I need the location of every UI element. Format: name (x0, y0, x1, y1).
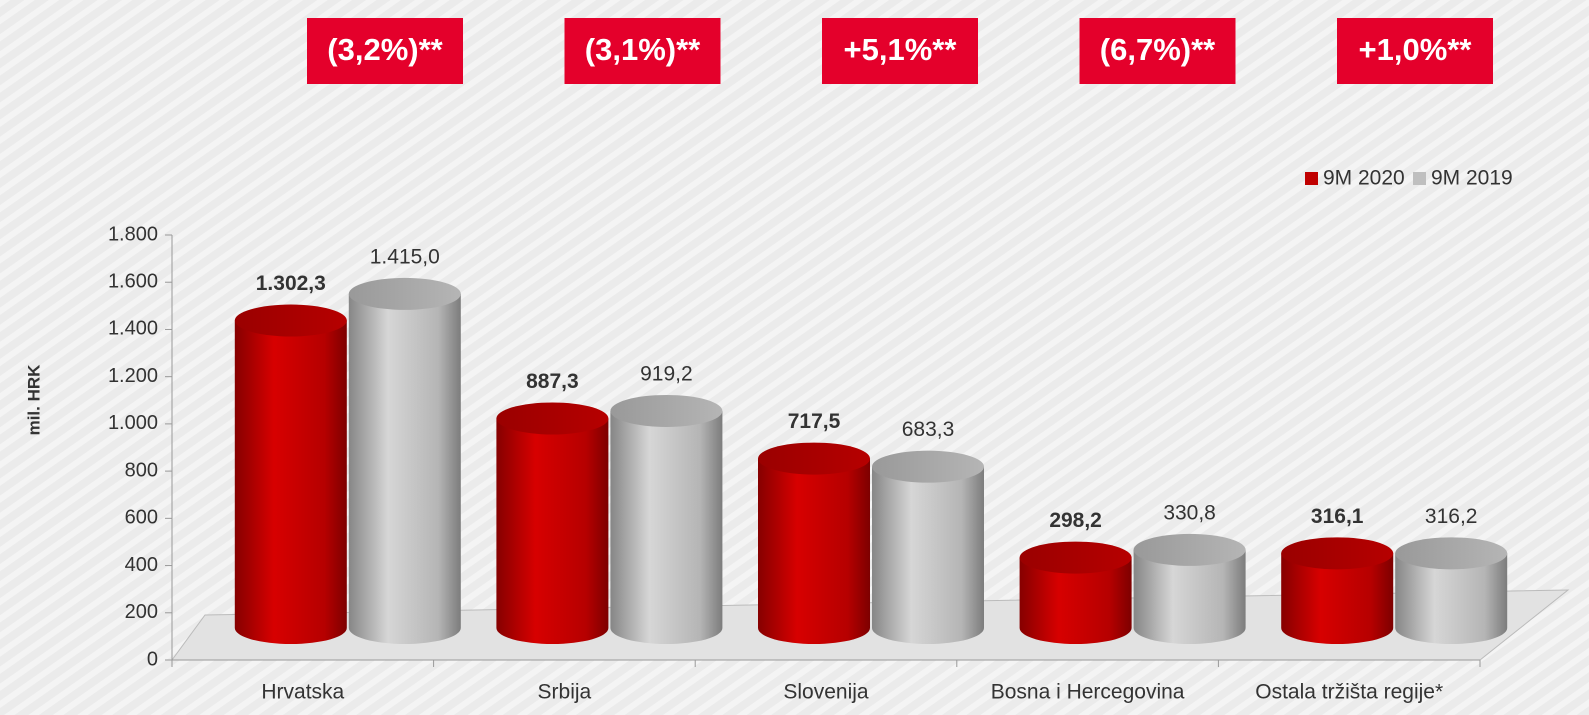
legend-swatch (1413, 172, 1426, 185)
data-label: 683,3 (902, 418, 955, 441)
annotation-box (1337, 18, 1493, 84)
y-tick-label: 0 (147, 648, 158, 670)
bar (758, 458, 870, 644)
annotation: (6,7%)** (1100, 32, 1216, 67)
y-tick-label: 400 (125, 554, 158, 576)
y-axis-label: mil. HRK (24, 364, 43, 436)
y-tick-label: 800 (125, 459, 158, 481)
bar-top (610, 394, 723, 427)
annotation-box (307, 18, 463, 84)
bar-top (872, 450, 984, 483)
bar (1395, 553, 1508, 644)
bar (610, 410, 723, 644)
data-label: 330,8 (1163, 501, 1216, 524)
x-tick-label: Hrvatska (261, 681, 344, 704)
bar (872, 466, 984, 644)
annotation: +5,1%** (844, 32, 958, 67)
data-label: 1.415,0 (370, 245, 440, 268)
y-tick-label: 600 (125, 507, 158, 529)
data-label: 316,1 (1311, 505, 1364, 528)
x-tick-label: Srbija (538, 681, 592, 704)
y-tick-label: 1.800 (108, 223, 158, 245)
bar-top (1395, 537, 1508, 570)
bar-top (758, 442, 870, 475)
annotation-box (1079, 18, 1236, 84)
bar-top (234, 304, 347, 337)
y-tick-label: 200 (125, 601, 158, 623)
x-tick-label: Slovenija (783, 681, 869, 704)
bar (1133, 549, 1246, 644)
bar (348, 293, 461, 644)
bar-top (1281, 537, 1394, 570)
annotation: +1,0%** (1359, 32, 1473, 67)
bar (234, 320, 347, 644)
y-tick-label: 1.600 (108, 271, 158, 293)
legend-swatch (1305, 172, 1318, 185)
data-label: 919,2 (640, 363, 693, 386)
annotation-box (564, 18, 721, 84)
data-label: 1.302,3 (256, 272, 326, 295)
y-tick-label: 1.400 (108, 318, 158, 340)
y-tick-label: 1.200 (108, 365, 158, 387)
y-tick-label: 1.000 (108, 412, 158, 434)
annotation: (3,1%)** (585, 32, 701, 67)
x-tick-label: Bosna i Hercegovina (991, 681, 1185, 704)
legend-label: 9M 2020 (1323, 167, 1405, 190)
data-label: 887,3 (526, 370, 579, 393)
bar-top (1133, 533, 1246, 566)
bar (1281, 553, 1394, 644)
bar-top (496, 402, 609, 435)
bar-top (348, 277, 461, 310)
bar-top (1019, 541, 1132, 574)
annotation-box (822, 18, 978, 84)
data-label: 717,5 (788, 410, 841, 433)
legend-label: 9M 2019 (1431, 167, 1513, 190)
bar (496, 418, 609, 645)
data-label: 298,2 (1049, 509, 1102, 532)
bar (1019, 557, 1132, 644)
annotation: (3,2%)** (327, 32, 443, 67)
data-label: 316,2 (1425, 505, 1478, 528)
x-tick-label: Ostala tržišta regije* (1255, 681, 1443, 704)
